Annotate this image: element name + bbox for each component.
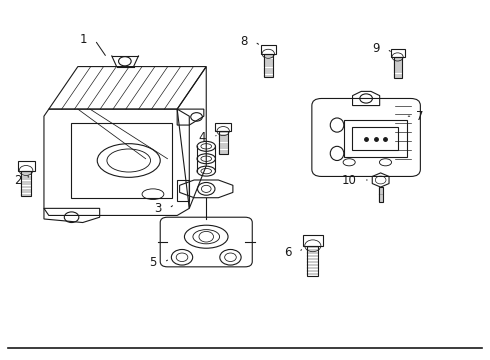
Text: 8: 8 xyxy=(240,35,247,48)
Text: 4: 4 xyxy=(199,131,206,144)
Bar xyxy=(393,57,401,78)
Text: 10: 10 xyxy=(342,174,356,186)
Text: 2: 2 xyxy=(14,174,21,186)
Bar xyxy=(379,187,383,202)
Bar xyxy=(264,54,272,77)
Text: 5: 5 xyxy=(149,256,157,269)
Text: 6: 6 xyxy=(285,246,292,259)
Text: 1: 1 xyxy=(80,33,88,46)
Bar xyxy=(344,120,407,157)
Text: 3: 3 xyxy=(154,202,162,215)
Bar xyxy=(307,246,318,276)
Text: 9: 9 xyxy=(372,42,380,55)
Bar xyxy=(219,131,227,154)
Bar xyxy=(21,171,31,196)
Bar xyxy=(352,127,397,150)
Text: 7: 7 xyxy=(416,110,423,123)
